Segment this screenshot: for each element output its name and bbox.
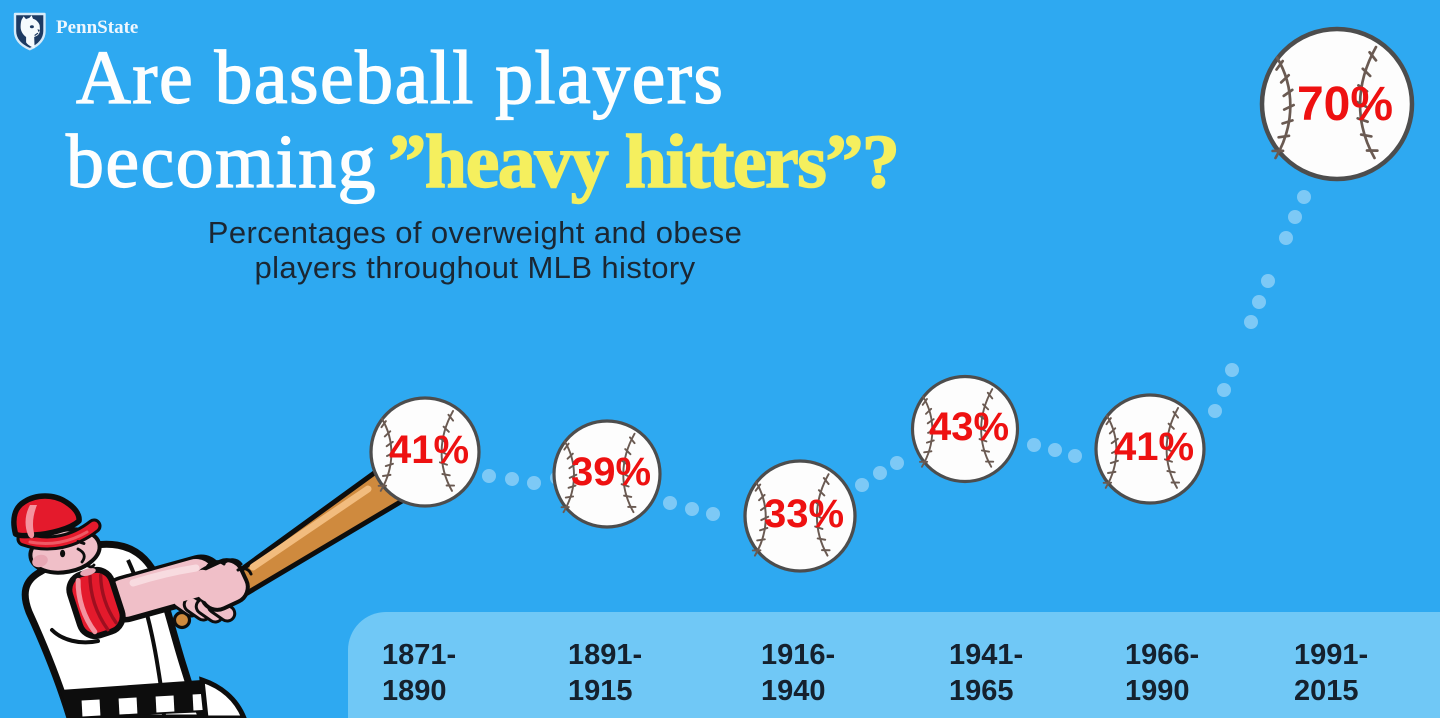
svg-text:41%: 41% <box>389 428 469 472</box>
svg-text:70%: 70% <box>1297 78 1393 131</box>
svg-text:PennState: PennState <box>56 17 138 38</box>
svg-text:33%: 33% <box>764 492 844 536</box>
svg-text:41%: 41% <box>1114 425 1194 469</box>
svg-text:43%: 43% <box>929 405 1009 449</box>
svg-text:39%: 39% <box>571 450 651 494</box>
